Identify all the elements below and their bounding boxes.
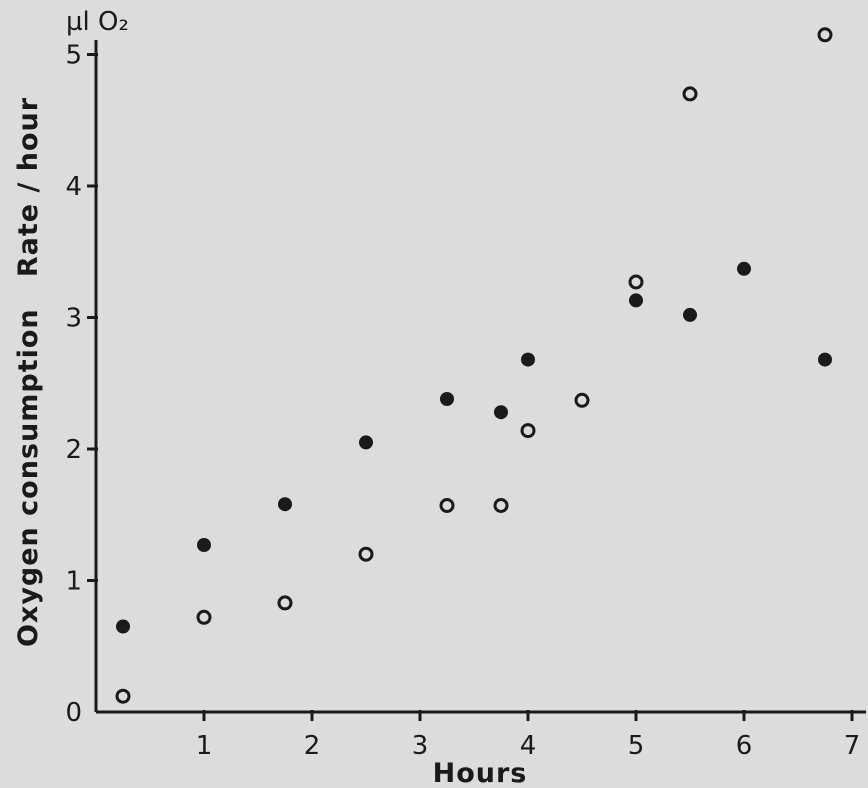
filled-data-point: [737, 261, 751, 276]
open-data-point: [439, 498, 455, 513]
filled-data-point: [494, 405, 508, 420]
filled-data-point: [683, 307, 697, 322]
x-ticks: 1 2 3 4 5 6 7: [196, 710, 861, 761]
filled-data-point: [629, 293, 643, 308]
x-tick-label: 4: [520, 731, 537, 761]
y-tick-label: 3: [65, 304, 82, 334]
filled-data-point: [440, 392, 454, 406]
x-tick-label: 2: [304, 731, 321, 761]
y-tick-label: 0: [65, 698, 82, 728]
open-data-point: [115, 688, 131, 704]
x-tick-label: 3: [412, 731, 429, 761]
y-tick-label: 5: [65, 41, 82, 71]
axes: [94, 40, 866, 714]
open-data-point: [682, 86, 698, 102]
open-data-point: [196, 609, 212, 625]
open-data-point: [574, 392, 590, 408]
y-tick-label: 1: [65, 567, 82, 597]
open-data-point: [277, 595, 293, 611]
x-tick-label: 5: [628, 731, 645, 761]
open-data-point: [520, 423, 536, 439]
x-tick-label: 7: [844, 731, 861, 761]
data-points: [115, 27, 833, 704]
open-data-point: [817, 27, 833, 43]
y-tick-label: 4: [65, 172, 82, 202]
filled-data-point: [116, 619, 130, 634]
y-ticks: 0 1 2 3 4 5: [65, 41, 98, 728]
open-data-point: [493, 498, 509, 513]
y-tick-label: 2: [65, 435, 82, 465]
x-tick-label: 1: [196, 731, 213, 761]
x-tick-label: 6: [736, 731, 753, 761]
y-axis-title: Oxygen consumption Rate / hour: [13, 97, 44, 647]
open-data-point: [358, 546, 374, 562]
filled-data-point: [521, 352, 535, 367]
filled-data-point: [278, 497, 292, 512]
y-unit-label: µl O₂: [66, 7, 129, 37]
filled-data-point: [197, 538, 211, 552]
filled-data-point: [818, 352, 832, 367]
x-axis-title: Hours: [433, 758, 528, 788]
open-data-point: [628, 274, 644, 290]
filled-data-point: [359, 435, 373, 450]
